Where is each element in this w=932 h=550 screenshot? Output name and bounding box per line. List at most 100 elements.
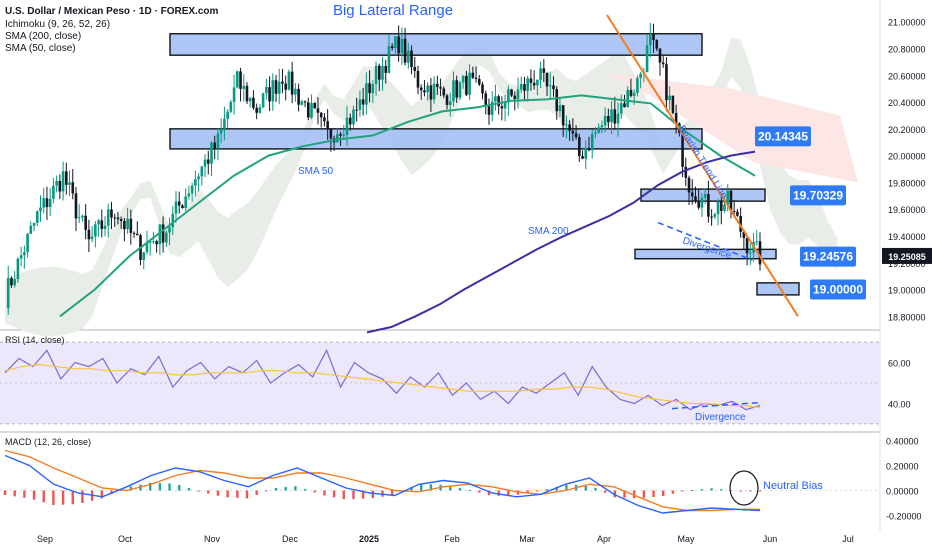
macd-histogram-bar: [729, 490, 733, 492]
candle-body: [84, 215, 87, 230]
candle-body: [48, 198, 52, 208]
candle-body: [13, 279, 16, 286]
candle-body: [755, 241, 759, 243]
level-label-text: 20.14345: [758, 129, 808, 143]
candle-body: [77, 217, 81, 219]
macd-histogram-bar: [739, 490, 742, 492]
candle-body: [268, 87, 271, 102]
candle-body: [658, 48, 662, 63]
macd-signal-line: [4, 449, 760, 512]
macd-pane-title[interactable]: MACD (12, 26, close): [5, 437, 92, 447]
candle-body: [429, 85, 433, 100]
price-zone[interactable]: [169, 33, 703, 56]
candle-body: [116, 217, 120, 220]
candle-body: [671, 95, 675, 114]
candle-body: [403, 38, 407, 63]
candle-body: [32, 222, 36, 226]
candle-body: [65, 171, 68, 185]
candle-body: [171, 213, 175, 228]
macd-histogram-bar: [178, 484, 181, 491]
macd-histogram-bar: [323, 490, 326, 496]
macd-histogram-bar: [536, 490, 539, 492]
candle-body: [436, 83, 439, 88]
level-label-box[interactable]: [810, 279, 866, 300]
candle-body: [194, 179, 197, 186]
candle-body: [519, 83, 523, 90]
rsi-divergence-line[interactable]: [671, 401, 763, 410]
indicator-ichimoku[interactable]: Ichimoku (9, 26, 52, 26): [5, 19, 111, 30]
macd-histogram-bar: [61, 490, 65, 505]
macd-histogram-bar: [3, 490, 7, 495]
candle-body: [229, 101, 233, 112]
candle-body: [497, 96, 500, 107]
candle-body: [232, 87, 236, 102]
macd-histogram-bar: [700, 489, 704, 491]
macd-histogram-bar: [207, 490, 210, 494]
candle-body: [723, 204, 726, 211]
level-label-box[interactable]: [800, 246, 856, 267]
price-zone[interactable]: [634, 248, 777, 260]
indicator-sma200[interactable]: SMA (200, close): [5, 31, 82, 42]
candle-body: [632, 92, 636, 96]
candle-body: [668, 95, 671, 101]
candle-body: [600, 125, 604, 128]
candle-body: [513, 95, 517, 99]
candle-body: [277, 81, 281, 94]
candle-body: [455, 80, 459, 98]
current-price-tag[interactable]: [882, 247, 932, 264]
candle-body: [687, 177, 691, 193]
support-resistance-zones[interactable]: [169, 33, 800, 296]
candle-body: [339, 134, 342, 136]
candle-body: [500, 106, 504, 109]
candle-body: [284, 83, 288, 90]
candle-body: [110, 209, 113, 218]
level-label-text: 19.70329: [793, 188, 843, 202]
macd-histogram-bar: [545, 489, 549, 491]
candle-body: [26, 233, 29, 253]
rsi-pane-title[interactable]: RSI (14, close): [5, 335, 65, 345]
bearish-trendline[interactable]: [606, 14, 799, 317]
level-label-box[interactable]: [790, 185, 846, 206]
macd-tick-label: 0.20000: [886, 462, 919, 472]
candle-body: [652, 34, 655, 41]
candle-body: [471, 72, 475, 78]
candle-body: [597, 127, 600, 133]
candle-body: [206, 159, 210, 164]
macd-histogram-bar: [410, 487, 413, 491]
chart-title: U.S. Dollar / Mexican Peso · 1D · FOREX.…: [5, 6, 219, 17]
time-tick-label: Jul: [842, 534, 854, 544]
candle-body: [536, 79, 539, 86]
macd-histogram-bar: [197, 490, 200, 492]
current-price-text: 19.25085: [888, 252, 926, 262]
candle-body: [132, 232, 136, 234]
candlesticks: [6, 22, 762, 316]
macd-histogram-bar: [148, 482, 152, 491]
divergence-line[interactable]: [657, 221, 753, 261]
price-zone[interactable]: [756, 282, 800, 296]
macd-histogram-bar: [555, 486, 558, 491]
macd-histogram-bar: [52, 490, 55, 506]
candle-body: [316, 108, 320, 113]
level-label-box[interactable]: [755, 126, 811, 147]
candle-body: [90, 236, 94, 240]
candle-body: [287, 71, 291, 90]
trend-lines[interactable]: [606, 14, 799, 317]
price-tick-label: 21.00000: [888, 18, 926, 28]
candle-body: [81, 215, 84, 218]
candle-body: [29, 225, 33, 234]
macd-histogram-bar: [584, 484, 587, 491]
candle-body: [616, 113, 620, 124]
macd-histogram-bar: [681, 490, 684, 492]
macd-histogram-bar: [294, 486, 297, 491]
price-level-labels[interactable]: 20.14345 19.70329 19.24576 19.00000 19.25085: [755, 126, 932, 300]
candle-body: [481, 84, 484, 94]
candle-body: [474, 77, 478, 80]
macd-histogram-bar: [274, 487, 278, 491]
time-tick-label: Sep: [37, 534, 53, 544]
price-zone[interactable]: [169, 128, 703, 150]
candle-body: [165, 232, 168, 243]
indicator-sma50[interactable]: SMA (50, close): [5, 43, 76, 54]
macd-histogram-bar: [691, 490, 694, 492]
candle-body: [742, 231, 746, 238]
